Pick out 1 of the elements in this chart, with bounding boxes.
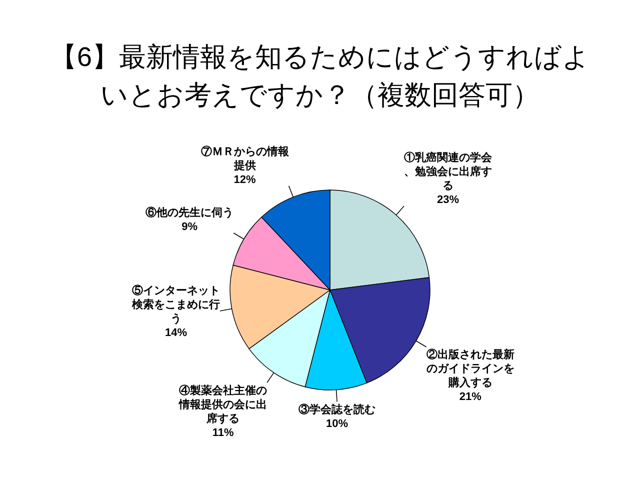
title: 【6】最新情報を知るためにはどうすればよいとお考えですか？（複数回答可） [48,41,592,112]
